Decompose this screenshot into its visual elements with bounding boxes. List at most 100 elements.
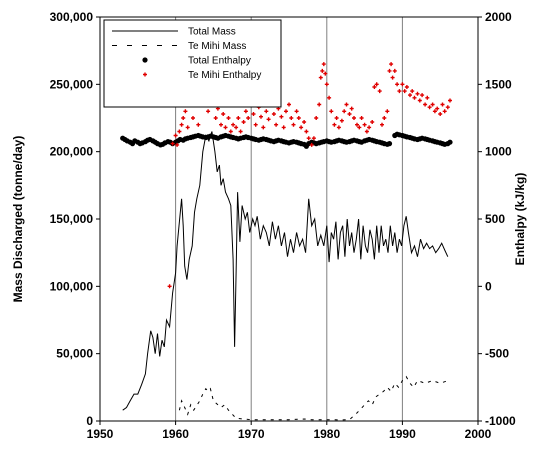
legend: Total Mass Te Mihi Mass Total Enthalpy Te M… (103, 19, 282, 108)
te-mihi-enthalpy-point-62 (320, 68, 325, 73)
total-enthalpy-point-129 (447, 139, 453, 145)
te-mihi-enthalpy-point-86 (377, 89, 382, 94)
te-mihi-enthalpy-point-54 (302, 120, 307, 124)
te-mihi-enthalpy-point-60 (317, 102, 322, 107)
y-left-axis-title: Mass Discharged (tonne/day) (11, 136, 25, 303)
te-mihi-enthalpy-point-109 (432, 109, 437, 114)
te-mihi-enthalpy-point-47 (284, 109, 288, 114)
y-left-tick-label-300000: 300,000 (50, 10, 94, 24)
te-mihi-enthalpy-point-71 (339, 118, 344, 123)
te-mihi-enthalpy-point-108 (430, 102, 435, 107)
te-mihi-enthalpy-point-45 (279, 114, 284, 119)
te-mihi-enthalpy-point-1 (170, 141, 175, 146)
te-mihi-enthalpy-point-19 (213, 116, 218, 120)
te-mihi-enthalpy-point-3 (175, 142, 180, 147)
te-mihi-enthalpy-point-5 (179, 122, 184, 127)
te-mihi-enthalpy-point-58 (311, 136, 316, 141)
te-mihi-enthalpy-point-4 (177, 129, 182, 134)
te-mihi-enthalpy-point-93 (392, 68, 397, 73)
total-enthalpy-markers (120, 131, 453, 149)
te-mihi-enthalpy-point-99 (408, 93, 412, 98)
y-right-tick-label--500: -500 (485, 347, 509, 361)
te-mihi-enthalpy-point-10 (191, 116, 195, 120)
te-mihi-enthalpy-point-6 (181, 116, 186, 120)
x-tick-label-1990: 1990 (389, 427, 416, 441)
te-mihi-enthalpy-point-74 (347, 112, 352, 116)
te-mihi-enthalpy-point-34 (251, 112, 256, 116)
y-right-tick-label-0: 0 (485, 279, 492, 293)
te-mihi-enthalpy-point-40 (266, 117, 271, 122)
te-mihi-enthalpy-point-2 (173, 133, 178, 138)
te-mihi-enthalpy-point-53 (299, 125, 304, 130)
te-mihi-enthalpy-point-82 (367, 125, 372, 130)
te-mihi-enthalpy-point-95 (397, 89, 402, 94)
te-mihi-enthalpy-point-67 (329, 109, 334, 114)
total-mass-line (122, 131, 449, 411)
te-mihi-enthalpy-point-32 (246, 116, 251, 120)
te-mihi-enthalpy-point-48 (287, 102, 291, 107)
y-right-tick-label-1000: 1000 (485, 145, 512, 159)
y-right-tick-label-2000: 2000 (485, 10, 512, 24)
te-mihi-enthalpy-point-77 (355, 122, 359, 127)
te-mihi-enthalpy-point-70 (336, 125, 341, 130)
total-enthalpy-point-106 (386, 141, 393, 147)
te-mihi-enthalpy-point-103 (417, 98, 422, 103)
te-mihi-enthalpy-point-8 (185, 125, 190, 130)
x-tick-label-1950: 1950 (87, 427, 114, 441)
y-left-tick-label-50000: 50,000 (56, 347, 93, 361)
te-mihi-enthalpy-point-63 (321, 62, 326, 67)
te-mihi-enthalpy-point-57 (309, 142, 314, 147)
te-mihi-enthalpy-point-98 (404, 85, 409, 89)
y-right-tick-label-1500: 1500 (485, 77, 512, 91)
te-mihi-enthalpy-point-75 (349, 106, 354, 111)
te-mihi-enthalpy-point-73 (344, 102, 349, 107)
te-mihi-enthalpy-point-87 (380, 122, 384, 127)
te-mihi-enthalpy-point-88 (382, 116, 387, 120)
te-mihi-enthalpy-point-110 (435, 106, 440, 111)
te-mihi-enthalpy-point-104 (420, 93, 425, 98)
legend-label-te-mihi-mass: Te Mihi Mass (188, 41, 246, 52)
x-tick-label-1960: 1960 (162, 427, 189, 441)
y-left-tick-label-250000: 250,000 (50, 77, 94, 91)
te-mihi-enthalpy-point-37 (259, 114, 263, 119)
te-mihi-enthalpy-point-96 (400, 82, 405, 87)
te-mihi-enthalpy-point-43 (274, 122, 279, 127)
y-left-tick-label-200000: 200,000 (50, 145, 94, 159)
legend-box (103, 19, 282, 108)
y-right-tick-label-500: 500 (485, 212, 505, 226)
te-mihi-enthalpy-point-22 (221, 112, 226, 116)
te-mihi-enthalpy-point-65 (324, 82, 329, 87)
legend-label-total-enthalpy: Total Enthalpy (188, 56, 251, 67)
te-mihi-enthalpy-point-27 (234, 125, 239, 130)
te-mihi-enthalpy-point-94 (395, 82, 400, 87)
te-mihi-enthalpy-point-7 (183, 109, 188, 114)
te-mihi-enthalpy-point-0 (167, 284, 172, 289)
legend-label-te-mihi-enthalpy: Te Mihi Enthalpy (188, 70, 261, 81)
te-mihi-enthalpy-point-29 (238, 129, 243, 134)
te-mihi-enthalpy-point-105 (423, 102, 428, 107)
te-mihi-enthalpy-point-52 (296, 116, 301, 120)
te-mihi-enthalpy-point-16 (206, 109, 211, 114)
te-mihi-enthalpy-point-69 (334, 116, 339, 120)
te-mihi-enthalpy-point-106 (425, 95, 430, 100)
te-mihi-enthalpy-point-25 (228, 129, 233, 134)
te-mihi-enthalpy-point-114 (445, 105, 450, 110)
te-mihi-enthalpy-point-12 (196, 122, 201, 127)
te-mihi-enthalpy-point-56 (306, 136, 311, 141)
te-mihi-enthalpy-point-89 (385, 109, 390, 114)
te-mihi-enthalpy-point-76 (352, 116, 356, 120)
te-mihi-enthalpy-point-85 (374, 82, 379, 87)
te-mihi-enthalpy-point-55 (304, 129, 309, 134)
y-right-tick-label--1000: -1000 (485, 414, 516, 428)
te-mihi-enthalpy-point-59 (314, 116, 319, 120)
te-mihi-enthalpy-point-112 (440, 102, 445, 107)
te-mihi-enthalpy-point-90 (387, 68, 392, 73)
te-mihi-enthalpy-point-42 (271, 112, 276, 116)
te-mihi-enthalpy-point-100 (410, 89, 415, 94)
legend-swatch-total-enthalpy (142, 57, 148, 63)
te-mihi-enthalpy-point-97 (402, 89, 407, 94)
te-mihi-enthalpy-point-101 (412, 95, 417, 100)
x-tick-label-1980: 1980 (313, 427, 340, 441)
te-mihi-enthalpy-point-31 (243, 109, 248, 114)
te-mihi-enthalpy-point-66 (327, 95, 332, 100)
